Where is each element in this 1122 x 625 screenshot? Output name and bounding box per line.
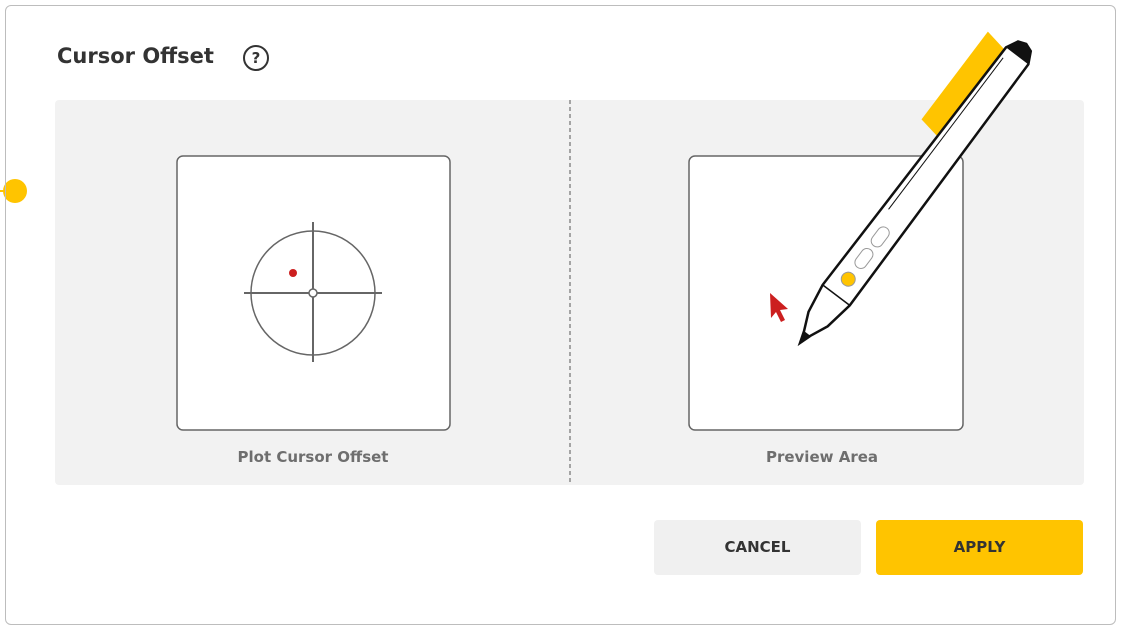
preview-label: Preview Area xyxy=(672,448,972,466)
help-button[interactable]: ? xyxy=(243,45,269,71)
cancel-button[interactable]: CANCEL xyxy=(654,520,861,575)
dialog-title: Cursor Offset xyxy=(57,44,214,68)
apply-button[interactable]: APPLY xyxy=(876,520,1083,575)
plot-label: Plot Cursor Offset xyxy=(163,448,463,466)
page: {"dialog": {"title": "Cursor Offset", "h… xyxy=(0,0,1122,605)
